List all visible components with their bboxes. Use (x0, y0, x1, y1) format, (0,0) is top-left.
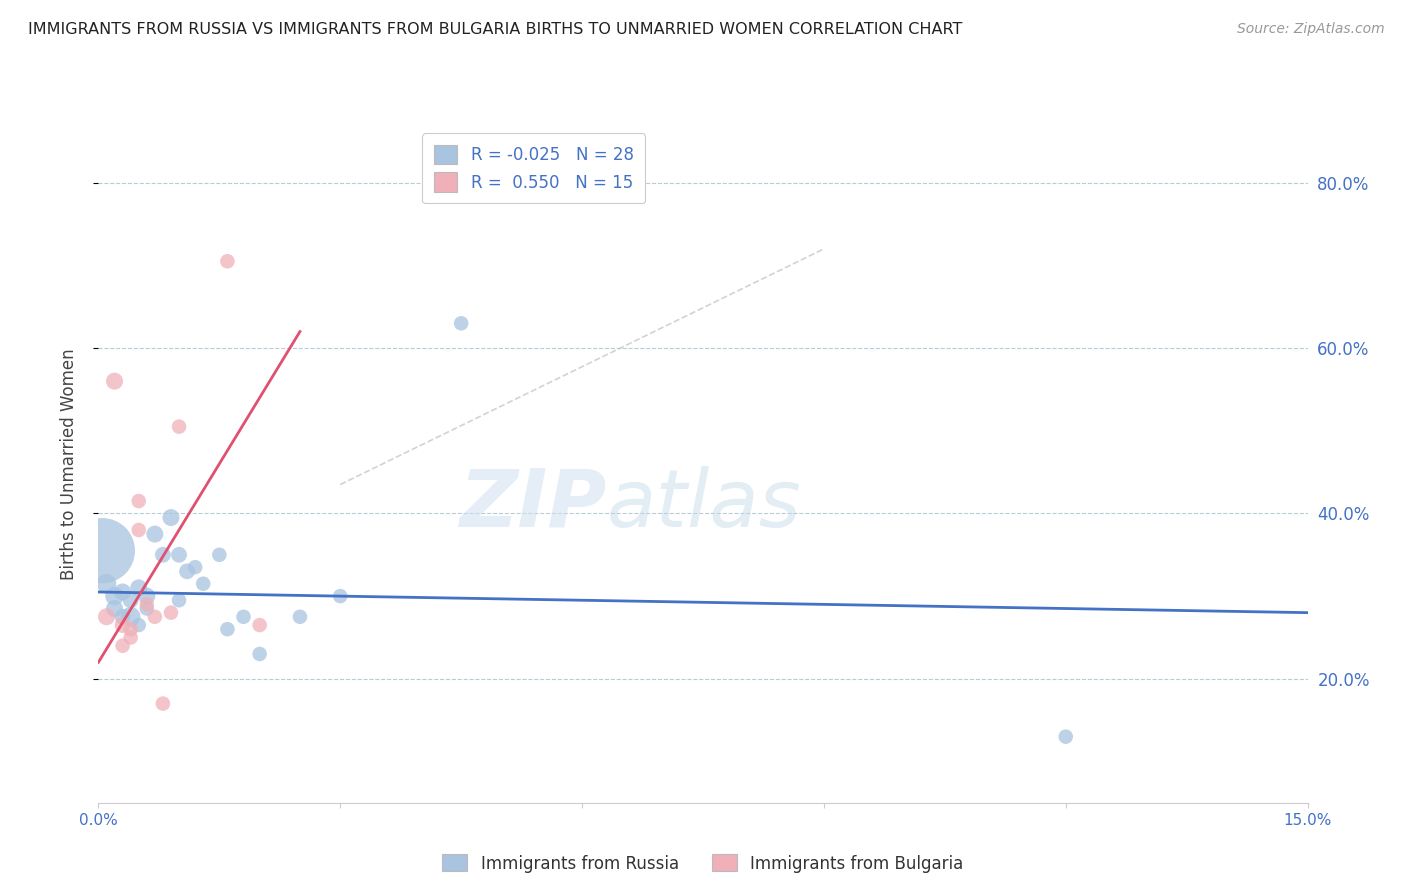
Point (208, 548, 231, 562)
Point (135, 598, 157, 612)
Point (103, 589, 125, 603)
Point (128, 523, 150, 537)
Point (128, 618, 150, 632)
Point (111, 639, 134, 653)
Legend: R = -0.025   N = 28, R =  0.550   N = 15: R = -0.025 N = 28, R = 0.550 N = 15 (422, 133, 645, 203)
Point (143, 527, 166, 541)
Point (120, 631, 142, 645)
Point (120, 593, 142, 607)
Legend: Immigrants from Russia, Immigrants from Bulgaria: Immigrants from Russia, Immigrants from … (436, 847, 970, 880)
Point (1054, 730, 1077, 744)
Text: IMMIGRANTS FROM RUSSIA VS IMMIGRANTS FROM BULGARIA BIRTHS TO UNMARRIED WOMEN COR: IMMIGRANTS FROM RUSSIA VS IMMIGRANTS FRO… (28, 22, 963, 37)
Point (111, 609, 134, 624)
Point (217, 254, 239, 268)
Point (135, 589, 157, 603)
Point (96, 576, 118, 591)
Point (152, 548, 174, 562)
Text: Source: ZipAtlas.com: Source: ZipAtlas.com (1237, 22, 1385, 37)
Point (96, 609, 118, 624)
Point (135, 601, 157, 615)
Point (167, 419, 190, 434)
Point (111, 618, 134, 632)
Point (111, 585, 134, 599)
Point (152, 697, 174, 711)
Point (167, 548, 190, 562)
Point (167, 593, 190, 607)
Point (176, 564, 198, 578)
Point (249, 647, 271, 661)
Point (450, 316, 472, 330)
Point (143, 609, 166, 624)
Point (128, 581, 150, 595)
Point (184, 560, 207, 574)
Text: atlas: atlas (606, 466, 801, 543)
Point (128, 494, 150, 508)
Point (249, 618, 271, 632)
Point (329, 589, 352, 603)
Point (91, 543, 114, 558)
Point (103, 374, 125, 388)
Y-axis label: Births to Unmarried Women: Births to Unmarried Women (59, 348, 77, 580)
Point (160, 606, 183, 620)
Point (103, 601, 125, 615)
Point (120, 609, 142, 624)
Point (193, 576, 215, 591)
Point (217, 622, 239, 636)
Point (232, 609, 254, 624)
Point (120, 622, 142, 636)
Text: ZIP: ZIP (458, 466, 606, 543)
Point (288, 609, 311, 624)
Point (160, 510, 183, 524)
